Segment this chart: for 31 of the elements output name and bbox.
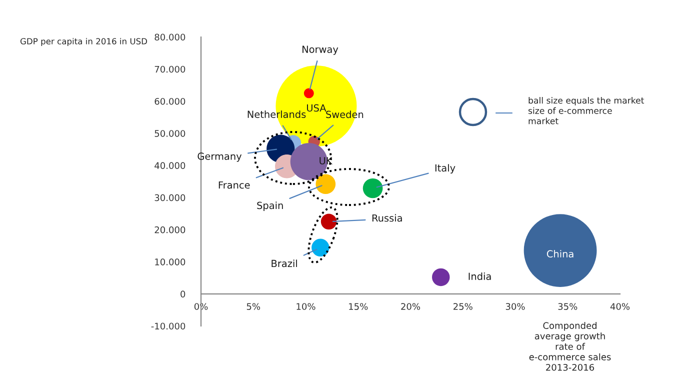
series-label: Brazil xyxy=(272,260,297,268)
text: Russia xyxy=(372,214,402,222)
annotation: ball size equals the market size of e-commerce market xyxy=(528,97,644,124)
y-tick-label: 80.000 xyxy=(154,34,186,41)
x-tick-label: 40% xyxy=(610,303,630,310)
series-label: USA xyxy=(307,104,326,112)
x-tick-label: 15% xyxy=(349,303,368,310)
text: Norway xyxy=(302,46,338,55)
y-tick-label: 70.000 xyxy=(154,66,186,73)
x-tick-label: 10% xyxy=(296,303,316,310)
y-tick-label: 20.000 xyxy=(154,226,186,234)
y-tick-label: 0 xyxy=(180,290,186,298)
x-axis-title: Componded average growth rate of e-commerce sales 2013-2016 xyxy=(529,322,611,371)
y-axis-title: GDP per capita in 2016 in USD xyxy=(20,38,148,46)
y-tick-label: -10.000 xyxy=(151,322,186,330)
series-label: China xyxy=(546,250,574,258)
y-tick-label: 40.000 xyxy=(154,162,186,170)
x-tick-label: 5% xyxy=(246,303,260,310)
y-tick-label: 30.000 xyxy=(154,194,186,202)
x-tick-label: 35% xyxy=(558,303,578,310)
text: Italy xyxy=(435,164,456,174)
y-tick-label: 10.000 xyxy=(155,258,186,266)
text: Spain xyxy=(257,202,283,211)
text: Germany xyxy=(198,152,242,162)
y-tick-label: 50.000 xyxy=(154,130,186,137)
series-label: India xyxy=(468,272,491,280)
x-tick-label: 20% xyxy=(401,303,420,310)
text: France xyxy=(218,181,250,189)
x-tick-label: 30% xyxy=(506,303,525,310)
x-tick-label: 25% xyxy=(454,303,472,310)
y-tick-label: 60.000 xyxy=(154,98,186,105)
